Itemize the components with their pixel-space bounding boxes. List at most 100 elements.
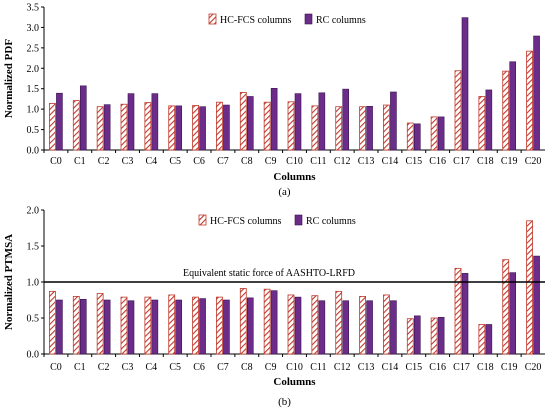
bar-hc-fcs-c4 <box>144 102 152 151</box>
bar-rc-c2 <box>103 104 111 151</box>
x-tick-label: C7 <box>217 362 229 373</box>
bar-rc-c5 <box>175 105 183 151</box>
bar-rc-c2 <box>103 299 111 355</box>
y-tick-label: 1.5 <box>27 242 40 253</box>
bar-hc-fcs-c8 <box>239 91 247 151</box>
x-tick-label: C16 <box>429 362 446 373</box>
bar-hc-fcs-c18 <box>478 96 486 151</box>
x-tick-label: C17 <box>453 156 470 167</box>
bar-hc-fcs-c10 <box>287 294 295 355</box>
bar-hc-fcs-c0 <box>49 290 56 355</box>
y-tick-label: 3.0 <box>27 23 40 34</box>
x-tick-label: C1 <box>74 362 86 373</box>
x-tick-label: C13 <box>358 156 375 167</box>
bar-hc-fcs-c13 <box>359 295 366 355</box>
x-tick-label: C17 <box>453 362 470 373</box>
bar-hc-fcs-c15 <box>406 122 414 151</box>
bar-rc-c6 <box>199 106 206 151</box>
x-axis-title: Columns <box>273 171 316 183</box>
bar-rc-c9 <box>270 88 278 151</box>
bar-rc-c12 <box>342 88 350 151</box>
y-axis-title: Normalized PTMSA <box>3 234 15 330</box>
y-tick-label: 1.0 <box>27 105 40 116</box>
bar-hc-fcs-c14 <box>383 294 390 355</box>
x-tick-label: C18 <box>477 156 494 167</box>
bar-rc-c3 <box>127 93 135 151</box>
bar-rc-c9 <box>270 290 278 355</box>
x-tick-label: C8 <box>241 362 253 373</box>
legend-box <box>194 211 368 229</box>
bar-hc-fcs-c13 <box>359 106 366 151</box>
bar-rc-c16 <box>437 316 445 355</box>
x-tick-label: C12 <box>334 156 351 167</box>
bar-hc-fcs-c14 <box>383 104 390 151</box>
bar-hc-fcs-c19 <box>502 259 510 355</box>
bar-rc-c17 <box>461 273 469 355</box>
bar-rc-c6 <box>199 298 206 355</box>
bar-rc-c1 <box>79 298 87 355</box>
bar-hc-fcs-c11 <box>311 105 319 151</box>
reference-line-label: Equivalent static force of AASHTO-LRFD <box>183 268 355 279</box>
y-tick-label: 2.5 <box>27 43 40 54</box>
legend-swatch-rc <box>294 214 303 226</box>
bar-hc-fcs-c5 <box>168 294 176 355</box>
y-axis-title: Normalized PDF <box>3 39 15 118</box>
bar-hc-fcs-c17 <box>454 70 462 151</box>
y-tick-label: 0.0 <box>27 146 40 157</box>
legend-label-hc-fcs: HC-FCS columns <box>210 216 282 227</box>
bar-hc-fcs-c18 <box>478 324 486 355</box>
bar-hc-fcs-c9 <box>263 288 271 355</box>
bar-hc-fcs-c1 <box>72 100 80 151</box>
x-axis-title: Columns <box>273 376 316 388</box>
legend-swatch-hc-fcs <box>208 13 217 25</box>
bar-hc-fcs-c0 <box>49 103 56 151</box>
bar-rc-c4 <box>151 93 159 151</box>
x-tick-label: C3 <box>122 156 134 167</box>
bar-rc-c13 <box>366 105 373 151</box>
x-tick-label: C15 <box>405 362 422 373</box>
bar-rc-c16 <box>437 116 445 151</box>
x-tick-label: C3 <box>122 362 134 373</box>
bar-hc-fcs-c2 <box>96 106 104 151</box>
bar-rc-c7 <box>223 299 230 355</box>
bar-hc-fcs-c11 <box>311 295 319 355</box>
x-tick-label: C20 <box>525 362 542 373</box>
bar-hc-fcs-c5 <box>168 105 176 151</box>
x-tick-label: C6 <box>193 362 205 373</box>
legend-label-hc-fcs: HC-FCS columns <box>220 15 292 26</box>
x-tick-label: C10 <box>286 362 303 373</box>
y-tick-label: 1.5 <box>27 84 40 95</box>
bar-rc-c1 <box>79 85 87 151</box>
bar-rc-c19 <box>509 272 517 355</box>
legend-swatch-rc <box>304 13 313 25</box>
bar-rc-c18 <box>485 324 493 355</box>
x-tick-label: C20 <box>525 156 542 167</box>
x-tick-label: C9 <box>265 362 277 373</box>
bar-hc-fcs-c1 <box>72 295 80 355</box>
x-tick-label: C14 <box>382 362 399 373</box>
bar-hc-fcs-c20 <box>526 220 533 355</box>
bar-hc-fcs-c17 <box>454 267 462 355</box>
bar-rc-c11 <box>318 300 326 355</box>
bar-hc-fcs-c3 <box>120 296 128 355</box>
bar-hc-fcs-c16 <box>430 116 438 151</box>
bar-rc-c18 <box>485 89 493 151</box>
x-tick-label: C12 <box>334 362 351 373</box>
bar-hc-fcs-c12 <box>335 106 343 151</box>
bar-hc-fcs-c2 <box>96 293 104 355</box>
x-tick-label: C6 <box>193 156 205 167</box>
bar-rc-c0 <box>56 92 63 151</box>
x-tick-label: C8 <box>241 156 253 167</box>
bar-rc-c4 <box>151 299 159 355</box>
legend-label-rc: RC columns <box>316 15 366 26</box>
y-tick-label: 2.0 <box>27 206 40 217</box>
y-tick-label: 1.0 <box>27 278 40 289</box>
x-tick-label: C2 <box>98 156 110 167</box>
x-tick-label: C5 <box>169 156 181 167</box>
bar-rc-c10 <box>294 93 302 151</box>
x-tick-label: C2 <box>98 362 110 373</box>
bar-rc-c12 <box>342 300 350 355</box>
chart-panel-a: 0.0 0.5 1.0 1.5 2.0 2.5 3.0 3.5 C0 C1 C2 C3 C4 C5 C6 C7… <box>3 3 545 198</box>
bar-rc-c0 <box>56 299 63 355</box>
